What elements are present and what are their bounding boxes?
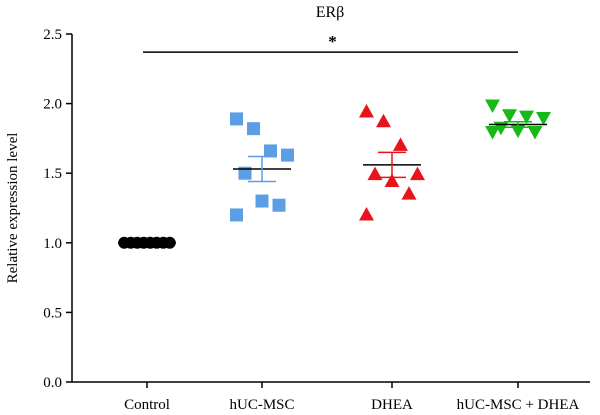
data-point-square bbox=[238, 166, 252, 180]
x-category-label: hUC-MSC + DHEA bbox=[457, 397, 580, 413]
x-category-label: hUC-MSC bbox=[229, 397, 294, 413]
data-point-square bbox=[255, 194, 269, 208]
data-point-triangle-up bbox=[401, 186, 417, 200]
significance-marker: * bbox=[328, 32, 337, 51]
data-point-triangle-down bbox=[519, 110, 534, 125]
data-point-triangle-up bbox=[384, 173, 400, 188]
data-point-triangle-down bbox=[527, 125, 543, 140]
data-point-triangle-down bbox=[502, 109, 517, 123]
y-tick-label: 1.5 bbox=[43, 166, 62, 182]
axes: 0.0 0.5 1.0 1.5 2.0 2.5 Control hUC-MSC DHEA hUC-… bbox=[43, 27, 590, 413]
data-point-triangle-up bbox=[359, 206, 374, 221]
data-point-square bbox=[247, 122, 260, 136]
data-point-triangle-up bbox=[410, 166, 425, 181]
y-tick-label: 0.0 bbox=[43, 375, 62, 391]
data-point-triangle-down bbox=[536, 112, 551, 126]
x-category-label: DHEA bbox=[371, 397, 413, 413]
x-category-label: Control bbox=[124, 397, 170, 413]
mean-sem-bars bbox=[118, 120, 547, 244]
significance-annotation: * bbox=[143, 32, 518, 53]
chart-title: ERβ bbox=[316, 4, 345, 21]
y-tick-label: 1.0 bbox=[43, 236, 62, 252]
y-tick-label: 2.5 bbox=[43, 27, 62, 43]
data-point-triangle-up bbox=[359, 103, 374, 118]
y-tick-label: 2.0 bbox=[43, 97, 62, 113]
data-point-triangle-up bbox=[393, 137, 408, 151]
data-point-square bbox=[264, 144, 277, 158]
y-tick-label: 0.5 bbox=[43, 305, 62, 321]
data-point-square bbox=[281, 148, 294, 162]
data-point-triangle-up bbox=[376, 113, 391, 128]
data-point-square bbox=[230, 112, 243, 126]
data-point-triangle-down bbox=[485, 99, 500, 113]
data-point-square bbox=[272, 198, 286, 212]
data-point-square bbox=[230, 208, 243, 222]
data-point-triangle-down bbox=[485, 125, 500, 140]
y-axis-label: Relative expression level bbox=[5, 133, 21, 284]
data-marks bbox=[118, 99, 551, 249]
